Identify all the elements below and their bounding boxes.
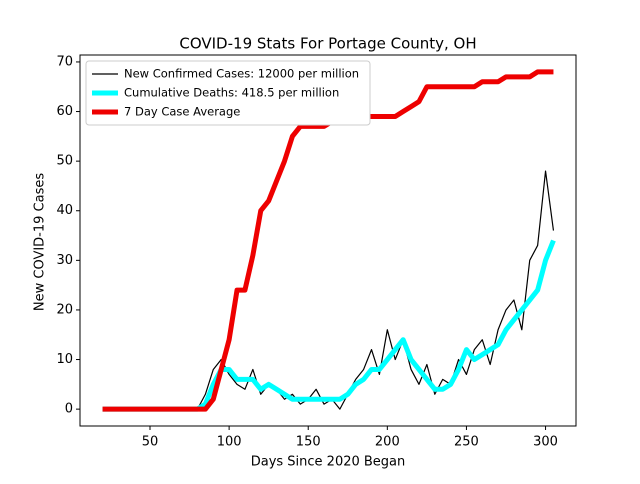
- y-tick-label: 50: [56, 154, 73, 169]
- y-tick-label: 0: [65, 402, 73, 417]
- x-tick-label: 150: [296, 435, 321, 450]
- x-axis-label: Days Since 2020 Began: [251, 455, 406, 470]
- series-line: [102, 239, 556, 412]
- y-tick-label: 40: [56, 203, 73, 218]
- legend-box: [85, 60, 371, 126]
- y-tick-label: 60: [56, 104, 73, 119]
- y-axis-label: New COVID-19 Cases: [33, 173, 48, 311]
- plot-frame: [79, 54, 577, 427]
- legend-label: New Confirmed Cases: 12000 per million: [124, 67, 359, 81]
- legend-label: Cumulative Deaths: 418.5 per million: [124, 86, 339, 100]
- x-tick-label: 50: [142, 435, 159, 450]
- x-tick-label: 250: [454, 435, 479, 450]
- legend: New Confirmed Cases: 12000 per million Cu…: [85, 60, 371, 126]
- x-tick-label: 300: [533, 435, 558, 450]
- x-tick-label: 100: [217, 435, 242, 450]
- y-tick-label: 30: [56, 253, 73, 268]
- y-tick-label: 10: [56, 352, 73, 367]
- y-tick-label: 70: [56, 54, 73, 69]
- y-tick-label: 20: [56, 302, 73, 317]
- legend-label: 7 Day Case Average: [124, 105, 240, 119]
- x-tick-label: 200: [375, 435, 400, 450]
- chart-title: COVID-19 Stats For Portage County, OH: [179, 35, 476, 53]
- series-line: [102, 170, 555, 410]
